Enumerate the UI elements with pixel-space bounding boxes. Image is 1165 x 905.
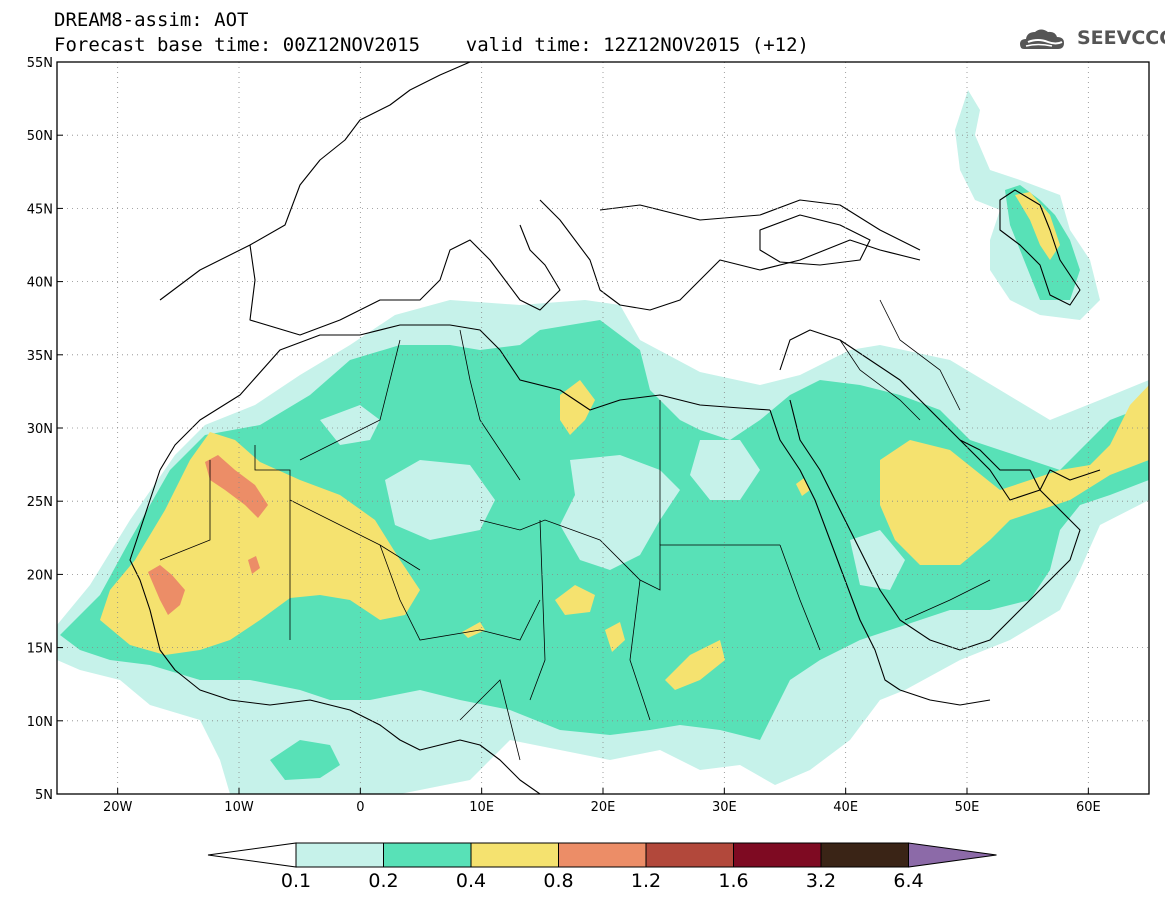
borders [159, 299, 991, 761]
colorbar-swatch [295, 842, 384, 868]
aot-hole-algeria [320, 405, 380, 445]
aot-area-high-arabia [880, 385, 1149, 565]
aot-area-high-caspian [1015, 192, 1060, 260]
logo-text: SEEVCCC [1077, 27, 1165, 49]
x-tick-label: 20W [103, 800, 133, 815]
y-tick-label: 55N [27, 56, 53, 71]
y-tick-label: 10N [27, 715, 53, 730]
aot-area-very-high-1 [205, 455, 268, 518]
x-tick-label: 60E [1076, 800, 1101, 815]
y-tick-label: 5N [35, 788, 53, 803]
aot-hole-egypt [690, 440, 760, 500]
cloud-icon [1020, 29, 1064, 49]
x-tick-label: 10W [224, 800, 254, 815]
y-tick-label: 30N [27, 422, 53, 437]
colorbar-high-arrow [908, 842, 997, 868]
aot-area-high-sudan [665, 640, 725, 690]
colorbar-swatch [383, 842, 472, 868]
colorbar: 0.1 0.2 0.4 0.8 1.2 1.6 3.2 6.4 [207, 842, 997, 892]
colorbar-low-arrow [207, 842, 297, 868]
forecast-times: Forecast base time: 00Z12NOV2015 valid t… [54, 34, 809, 56]
aot-area-high-redsea [796, 478, 810, 496]
x-tick-label: 50E [955, 800, 980, 815]
colorbar-swatch [733, 842, 822, 868]
aot-hole-central [385, 460, 495, 540]
x-axis: 20W 10W 0 10E 20E 30E 40E 50E 60E [103, 788, 1101, 815]
gridlines [57, 62, 1149, 794]
aot-area-south-medium [270, 740, 340, 780]
colorbar-label: 0.8 [543, 870, 573, 892]
aot-area-high-tunisia [560, 380, 595, 435]
colorbar-label: 1.2 [631, 870, 661, 892]
x-tick-label: 20E [591, 800, 616, 815]
colorbar-label: 0.2 [368, 870, 398, 892]
y-tick-label: 50N [27, 129, 53, 144]
aot-hole-libya [560, 455, 680, 570]
aot-area-high-niger [462, 622, 485, 638]
aot-area-very-high-3 [248, 556, 260, 574]
aot-area-high-chad2 [605, 622, 625, 652]
y-tick-label: 25N [27, 495, 53, 510]
colorbar-label: 0.1 [281, 870, 311, 892]
y-tick-label: 15N [27, 642, 53, 657]
colorbar-label: 1.6 [718, 870, 748, 892]
y-tick-label: 40N [27, 276, 53, 291]
aot-field [57, 62, 1149, 794]
y-tick-label: 20N [27, 568, 53, 583]
colorbar-label: 0.4 [456, 870, 486, 892]
colorbar-swatch [470, 842, 559, 868]
aot-area-very-high-2 [148, 565, 185, 615]
coastlines [129, 62, 1101, 794]
x-tick-label: 0 [356, 800, 364, 815]
aot-area-high-chad [555, 585, 595, 615]
y-tick-label: 35N [27, 349, 53, 364]
colorbar-label: 6.4 [893, 870, 923, 892]
map-title: DREAM8-assim: AOT [54, 9, 249, 31]
colorbar-swatch [558, 842, 647, 868]
aot-hole-arabia [850, 530, 905, 590]
colorbar-label: 3.2 [806, 870, 836, 892]
x-tick-label: 40E [833, 800, 858, 815]
x-tick-label: 30E [712, 800, 737, 815]
colorbar-swatch [645, 842, 734, 868]
y-tick-label: 45N [27, 202, 53, 217]
x-tick-label: 10E [469, 800, 494, 815]
y-axis: 55N 50N 45N 40N 35N 30N 25N 20N 15N 10N 5N [27, 56, 63, 803]
colorbar-swatch [820, 842, 909, 868]
